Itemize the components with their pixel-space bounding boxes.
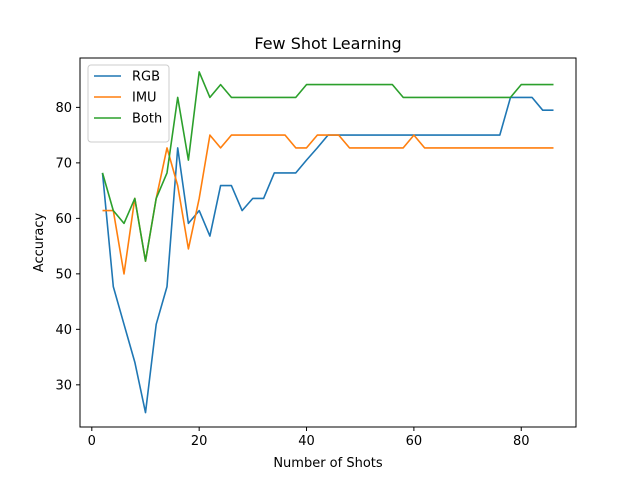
- series-line-rgb: [101, 96, 554, 414]
- legend-label: IMU: [132, 91, 157, 106]
- y-axis: 30 40 50 60 70 80: [55, 101, 80, 393]
- series-line-imu: [102, 134, 554, 275]
- legend-label: Both: [132, 112, 162, 127]
- series-layer: [101, 71, 554, 414]
- plot-frame: [79, 57, 577, 428]
- x-axis: 0 20 40 60 80: [88, 427, 530, 449]
- legend-label: RGB: [132, 70, 160, 85]
- series-line-both: [101, 71, 554, 262]
- legend: RGB IMU Both: [87, 64, 170, 143]
- y-tick-label: 30: [55, 378, 72, 393]
- x-tick-label: 80: [513, 434, 530, 449]
- y-tick-label: 40: [55, 323, 72, 338]
- y-tick-label: 70: [55, 156, 72, 171]
- x-tick-label: 40: [298, 434, 315, 449]
- y-axis-label: Accuracy: [32, 213, 47, 273]
- x-tick-label: 0: [88, 434, 96, 449]
- legend-box: [87, 64, 170, 143]
- x-tick-label: 20: [191, 434, 208, 449]
- y-tick-label: 60: [55, 212, 72, 227]
- y-tick-label: 50: [55, 267, 72, 282]
- x-tick-label: 60: [406, 434, 423, 449]
- chart-title: Few Shot Learning: [254, 34, 401, 53]
- x-axis-label: Number of Shots: [273, 456, 383, 471]
- y-tick-label: 80: [55, 101, 72, 116]
